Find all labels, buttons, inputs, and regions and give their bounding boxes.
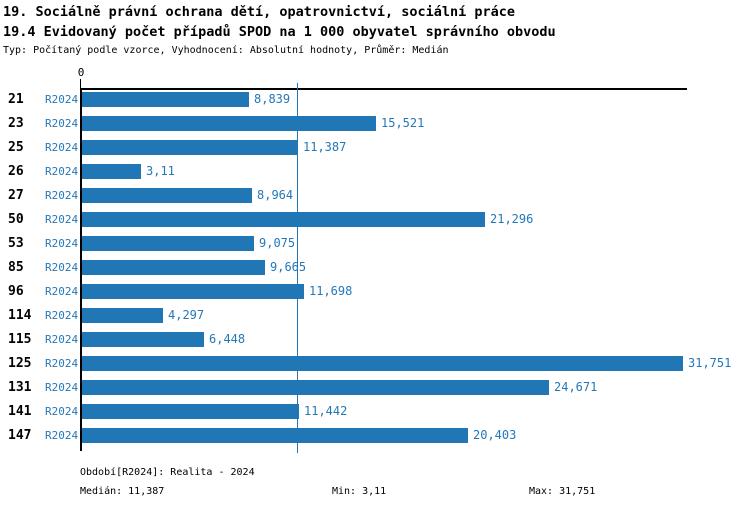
chart-row: 21 R2024 8,839: [0, 88, 750, 112]
chart-row: 53 R2024 9,075: [0, 232, 750, 256]
value-label: 24,671: [554, 380, 598, 394]
category-label: 131: [8, 380, 32, 395]
value-bar: [82, 236, 254, 251]
value-label: 31,751: [688, 356, 732, 370]
category-label: 50: [8, 212, 24, 227]
chart-row: 114 R2024 4,297: [0, 304, 750, 328]
category-label: 147: [8, 428, 32, 443]
value-bar: [82, 92, 249, 107]
series-label: R2024: [45, 405, 79, 418]
series-label: R2024: [45, 309, 79, 322]
category-label: 23: [8, 116, 24, 131]
category-label: 25: [8, 140, 24, 155]
category-label: 53: [8, 236, 24, 251]
chart-row: 26 R2024 3,11: [0, 160, 750, 184]
value-label: 6,448: [209, 332, 246, 346]
category-label: 96: [8, 284, 24, 299]
median-stat-label: Medián: 11,387: [80, 486, 165, 497]
value-label: 15,521: [381, 116, 425, 130]
value-bar: [82, 380, 549, 395]
category-label: 26: [8, 164, 24, 179]
value-bar: [82, 260, 265, 275]
x-axis-origin-label: 0: [77, 66, 85, 79]
value-bar: [82, 140, 298, 155]
value-bar: [82, 332, 204, 347]
series-label: R2024: [45, 333, 79, 346]
chart-row: 125 R2024 31,751: [0, 352, 750, 376]
chart-row: 85 R2024 9,665: [0, 256, 750, 280]
series-label: R2024: [45, 357, 79, 370]
chart-row: 23 R2024 15,521: [0, 112, 750, 136]
chart-row: 50 R2024 21,296: [0, 208, 750, 232]
median-line: [297, 83, 298, 453]
value-label: 8,964: [257, 188, 294, 202]
series-label: R2024: [45, 237, 79, 250]
series-label: R2024: [45, 141, 79, 154]
chart-row: 115 R2024 6,448: [0, 328, 750, 352]
chart-row: 147 R2024 20,403: [0, 424, 750, 448]
value-bar: [82, 212, 485, 227]
value-label: 20,403: [473, 428, 517, 442]
chart-row: 27 R2024 8,964: [0, 184, 750, 208]
category-label: 21: [8, 92, 24, 107]
period-label: Období[R2024]: Realita - 2024: [80, 467, 255, 478]
max-stat-label: Max: 31,751: [529, 486, 596, 497]
category-label: 115: [8, 332, 32, 347]
value-label: 9,665: [270, 260, 307, 274]
series-label: R2024: [45, 93, 79, 106]
y-axis-line: [80, 88, 82, 451]
value-bar: [82, 188, 252, 203]
bar-chart: 0 21 R2024 8,839 23 R2024 15,521 25 R2024 11,387…: [0, 66, 750, 453]
series-label: R2024: [45, 213, 79, 226]
series-label: R2024: [45, 117, 79, 130]
value-bar: [82, 164, 141, 179]
value-label: 3,11: [146, 164, 175, 178]
value-label: 21,296: [490, 212, 534, 226]
category-label: 141: [8, 404, 32, 419]
chart-row: 25 R2024 11,387: [0, 136, 750, 160]
value-bar: [82, 356, 683, 371]
series-label: R2024: [45, 189, 79, 202]
series-label: R2024: [45, 261, 79, 274]
chart-row: 131 R2024 24,671: [0, 376, 750, 400]
value-label: 11,698: [309, 284, 353, 298]
series-label: R2024: [45, 381, 79, 394]
value-bar: [82, 308, 163, 323]
value-label: 9,075: [259, 236, 296, 250]
value-bar: [82, 284, 304, 299]
x-axis-tick: [80, 79, 81, 88]
x-axis-line: [80, 88, 687, 90]
min-stat-label: Min: 3,11: [332, 486, 387, 497]
chart-meta-line: Typ: Počítaný podle vzorce, Vyhodnocení:…: [3, 45, 449, 56]
category-label: 27: [8, 188, 24, 203]
category-label: 114: [8, 308, 32, 323]
chart-row: 96 R2024 11,698: [0, 280, 750, 304]
indicator-title: 19.4 Evidovaný počet případů SPOD na 1 0…: [3, 24, 556, 40]
chart-row: 141 R2024 11,442: [0, 400, 750, 424]
category-label: 85: [8, 260, 24, 275]
value-bar: [82, 428, 468, 443]
value-label: 11,387: [303, 140, 347, 154]
series-label: R2024: [45, 429, 79, 442]
value-label: 11,442: [304, 404, 348, 418]
series-label: R2024: [45, 285, 79, 298]
value-label: 8,839: [254, 92, 291, 106]
value-bar: [82, 404, 299, 419]
category-label: 125: [8, 356, 32, 371]
report-section-title: 19. Sociálně právní ochrana dětí, opatro…: [3, 4, 516, 20]
value-label: 4,297: [168, 308, 205, 322]
value-bar: [82, 116, 376, 131]
series-label: R2024: [45, 165, 79, 178]
